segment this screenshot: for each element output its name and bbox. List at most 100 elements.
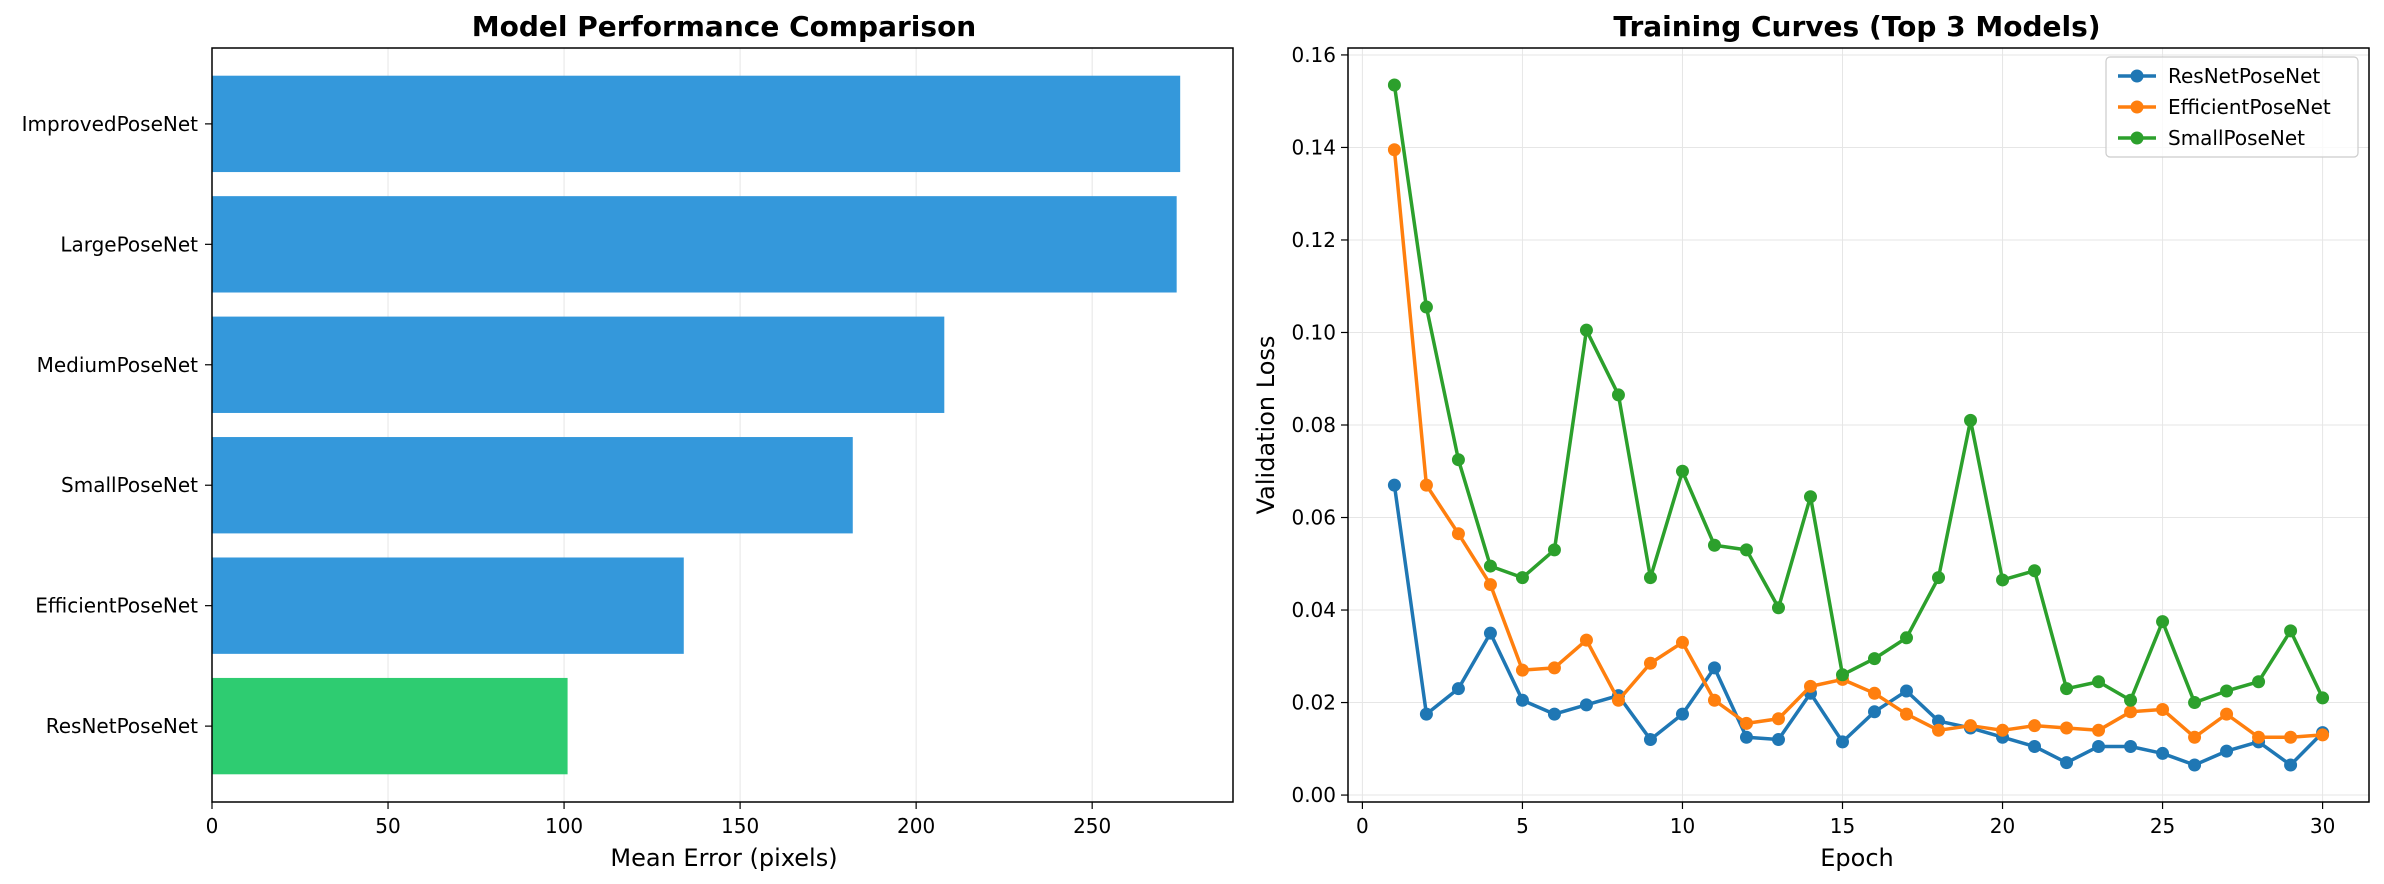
- data-point: [2028, 739, 2042, 753]
- data-point: [1611, 388, 1625, 402]
- x-tick-label: 10: [1670, 814, 1695, 838]
- x-tick-label: 20: [1990, 814, 2015, 838]
- data-point: [1579, 633, 1593, 647]
- y-tick-label: MediumPoseNet: [37, 353, 199, 377]
- data-point: [1835, 668, 1849, 682]
- x-tick-label: 100: [545, 814, 583, 838]
- data-point: [1868, 686, 1882, 700]
- data-point: [1739, 730, 1753, 744]
- x-tick-label: 5: [1516, 814, 1529, 838]
- data-point: [2188, 696, 2202, 710]
- data-point: [1675, 464, 1689, 478]
- data-point: [2188, 758, 2202, 772]
- data-point: [1900, 707, 1914, 721]
- data-point: [2060, 756, 2074, 770]
- bar-chart-frame: [211, 47, 1234, 803]
- data-point: [1964, 413, 1978, 427]
- bar: [212, 557, 684, 654]
- x-tick-label: 200: [897, 814, 935, 838]
- data-point: [2092, 739, 2106, 753]
- bar-chart-x-axis-label: Mean Error (pixels): [610, 844, 837, 872]
- line-chart-x-axis-label: Epoch: [1820, 844, 1894, 872]
- bar-chart-x-ticks: 0 50 100 150 200 250: [206, 802, 1111, 838]
- data-point: [1771, 601, 1785, 615]
- data-point: [2220, 707, 2234, 721]
- data-point: [2060, 682, 2074, 696]
- y-tick-label: 0.00: [1291, 783, 1336, 807]
- bar: [212, 196, 1177, 293]
- data-point: [2060, 721, 2074, 735]
- data-point: [2316, 691, 2330, 705]
- data-point: [1643, 571, 1657, 585]
- data-point: [1419, 478, 1433, 492]
- x-tick-label: 30: [2310, 814, 2335, 838]
- series-ResNetPoseNet: [1387, 478, 2330, 772]
- data-point: [1964, 719, 1978, 733]
- data-point: [1451, 453, 1465, 467]
- data-point: [2092, 723, 2106, 737]
- legend-label: SmallPoseNet: [2168, 126, 2305, 150]
- data-point: [1579, 698, 1593, 712]
- y-tick-label: 0.12: [1291, 228, 1336, 252]
- data-point: [1547, 543, 1561, 557]
- data-point: [1739, 716, 1753, 730]
- data-point: [2220, 684, 2234, 698]
- data-point: [1387, 143, 1401, 157]
- data-point: [1932, 571, 1946, 585]
- legend-label: ResNetPoseNet: [2168, 64, 2320, 88]
- data-point: [2316, 728, 2330, 742]
- data-point: [2156, 746, 2170, 760]
- line-chart-x-ticks: 0 5 10 15 20 25 30: [1356, 802, 2335, 838]
- bar: [212, 316, 945, 413]
- series-line: [1392, 484, 2324, 767]
- data-point: [2124, 693, 2138, 707]
- data-point: [1483, 578, 1497, 592]
- data-point: [1932, 714, 1946, 728]
- data-point: [1419, 300, 1433, 314]
- bar-chart: Model Performance Comparison 0 50 100 150 20…: [22, 10, 1234, 872]
- x-tick-label: 15: [1830, 814, 1855, 838]
- data-point: [1835, 735, 1849, 749]
- line-chart-series: [1387, 78, 2330, 772]
- y-tick-label: 0.16: [1291, 43, 1336, 67]
- data-point: [1868, 705, 1882, 719]
- data-point: [2284, 758, 2298, 772]
- data-point: [1451, 527, 1465, 541]
- data-point: [2220, 744, 2234, 758]
- data-point: [2028, 719, 2042, 733]
- data-point: [1771, 733, 1785, 747]
- data-point: [1868, 652, 1882, 666]
- data-point: [1387, 78, 1401, 92]
- series-line: [1392, 84, 2325, 705]
- x-tick-label: 50: [375, 814, 400, 838]
- legend-marker: [2130, 69, 2144, 83]
- bar: [212, 75, 1181, 173]
- y-tick-label: 0.14: [1291, 135, 1336, 159]
- data-point: [1675, 707, 1689, 721]
- data-point: [1387, 478, 1401, 492]
- bar-chart-y-ticks: ImprovedPoseNet LargePoseNet MediumPoseNet…: [22, 112, 212, 738]
- data-point: [1675, 635, 1689, 649]
- data-point: [2284, 730, 2298, 744]
- data-point: [1996, 573, 2010, 587]
- line-chart-legend: ResNetPoseNet EfficientPoseNet SmallPoseNe…: [2105, 56, 2359, 158]
- data-point: [1515, 663, 1529, 677]
- y-tick-label: ImprovedPoseNet: [22, 112, 199, 136]
- data-point: [1932, 723, 1946, 737]
- x-tick-label: 150: [721, 814, 759, 838]
- data-point: [1803, 679, 1817, 693]
- data-point: [1451, 682, 1465, 696]
- data-point: [1803, 490, 1817, 504]
- y-tick-label: 0.02: [1291, 691, 1336, 715]
- data-point: [1996, 723, 2010, 737]
- data-point: [1707, 661, 1721, 675]
- y-tick-label: ResNetPoseNet: [46, 714, 198, 738]
- data-point: [1771, 712, 1785, 726]
- series-SmallPoseNet: [1387, 78, 2330, 710]
- data-point: [2284, 624, 2298, 638]
- y-tick-label: 0.08: [1291, 413, 1336, 437]
- legend-marker: [2130, 100, 2144, 114]
- data-point: [1643, 733, 1657, 747]
- y-tick-label: SmallPoseNet: [61, 473, 198, 497]
